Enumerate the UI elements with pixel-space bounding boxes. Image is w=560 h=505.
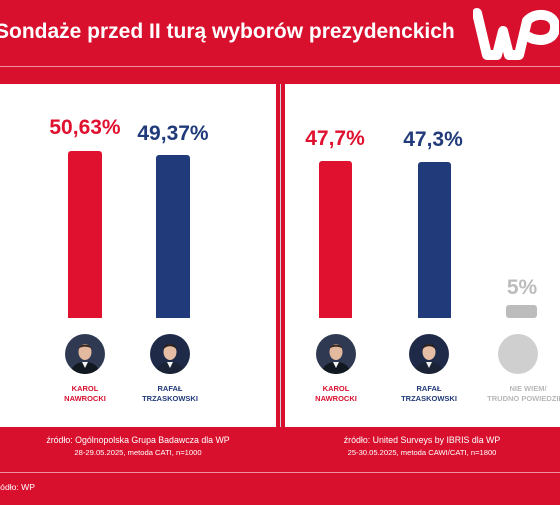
value-label-nawrocki: 50,63% bbox=[49, 116, 121, 139]
page-title: Sondaże przed II turą wyborów prezydenck… bbox=[0, 20, 455, 43]
candidate-label-nawrocki: KAROL NAWROCKI bbox=[315, 384, 357, 403]
candidate-label-trzaskowski: RAFAŁ TRZASKOWSKI bbox=[142, 384, 198, 403]
footer-divider bbox=[0, 472, 560, 473]
avatar-nawrocki bbox=[316, 334, 356, 374]
wp-logo bbox=[473, 8, 559, 60]
value-label-undecided: 5% bbox=[506, 276, 538, 299]
panel-divider bbox=[280, 84, 281, 427]
bar-nawrocki bbox=[319, 160, 352, 318]
avatar-trzaskowski bbox=[409, 334, 449, 374]
person-icon bbox=[150, 334, 190, 374]
person-icon bbox=[409, 334, 449, 374]
avatar-trzaskowski bbox=[150, 334, 190, 374]
bar-undecided bbox=[506, 305, 537, 318]
bar-nawrocki bbox=[68, 150, 102, 318]
bar-trzaskowski bbox=[156, 155, 190, 318]
avatar-nawrocki bbox=[65, 334, 105, 374]
value-label-trzaskowski: 49,37% bbox=[137, 122, 209, 145]
header-divider bbox=[0, 66, 560, 67]
avatar-undecided bbox=[498, 334, 538, 374]
source-note-ibris: źródło: United Surveys by IBRIS dla WP 2… bbox=[343, 435, 501, 457]
candidate-label-trzaskowski: RAFAŁ TRZASKOWSKI bbox=[401, 384, 457, 403]
person-icon bbox=[316, 334, 356, 374]
person-icon bbox=[65, 334, 105, 374]
value-label-trzaskowski: 47,3% bbox=[403, 128, 463, 151]
candidate-label-nawrocki: KAROL NAWROCKI bbox=[64, 384, 106, 403]
source-note-ogb: źródło: Ogólnopolska Grupa Badawcza dla … bbox=[46, 435, 230, 457]
poll-panel-ogb bbox=[0, 84, 276, 427]
bar-trzaskowski bbox=[418, 161, 451, 318]
candidate-label-undecided: NIE WIEM/ TRUDNO POWIEDZIEĆ bbox=[487, 384, 560, 403]
value-label-nawrocki: 47,7% bbox=[305, 127, 365, 150]
footer-source: źródło: WP bbox=[0, 482, 36, 492]
